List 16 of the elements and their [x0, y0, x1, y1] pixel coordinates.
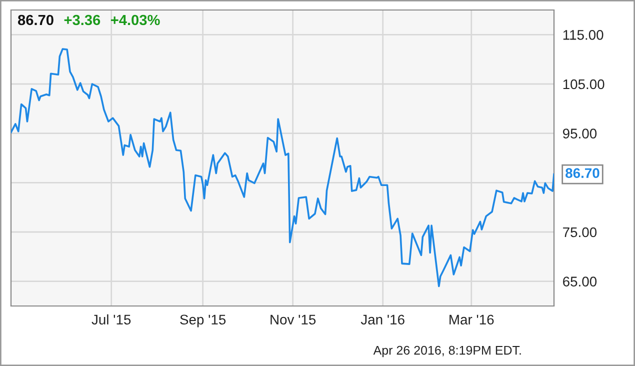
y-tick-label: 65.00: [563, 276, 597, 287]
x-tick-label: Nov '15: [270, 314, 316, 325]
y-tick-label: 115.00: [563, 30, 604, 40]
x-tick-label: Jan '16: [360, 314, 404, 325]
line-series: [11, 48, 554, 288]
text: Apr 26 2016, 8:19PM EDT.: [373, 346, 521, 358]
annotation: 86.70: [18, 14, 54, 26]
y-tick-label: 105.00: [563, 79, 604, 90]
y-tick-label: 75.00: [563, 227, 597, 238]
x-tick-label: Sep '15: [180, 314, 226, 328]
x-tick-label: Mar '16: [450, 314, 494, 325]
annotation: +3.36: [64, 14, 100, 26]
x-tick-label: Jul '15: [92, 314, 131, 325]
annotation: +4.03%: [110, 14, 160, 26]
annotation: 86.70: [566, 168, 600, 178]
y-tick-label: 95.00: [562, 128, 597, 139]
